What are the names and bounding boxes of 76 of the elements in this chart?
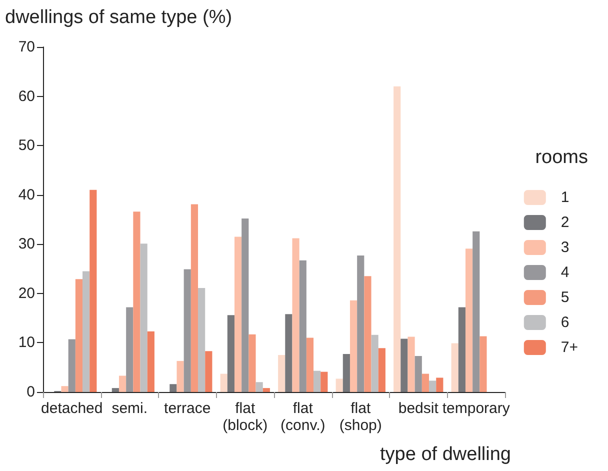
bar bbox=[364, 276, 372, 392]
x-tick-label: terrace bbox=[164, 400, 211, 417]
bar bbox=[118, 376, 126, 392]
bar bbox=[320, 372, 328, 392]
bar bbox=[422, 374, 430, 392]
legend-label: 3 bbox=[560, 239, 570, 256]
y-tick-label: 50 bbox=[18, 137, 35, 154]
bar bbox=[299, 260, 306, 392]
bar bbox=[112, 388, 119, 392]
bar bbox=[234, 236, 242, 392]
bar bbox=[205, 351, 212, 392]
bar bbox=[350, 300, 358, 392]
y-tick-label: 10 bbox=[18, 334, 35, 352]
bar bbox=[262, 388, 270, 392]
x-tick-label: bedsit bbox=[398, 400, 440, 417]
bar bbox=[336, 378, 343, 392]
x-tick-label: flat (shop) bbox=[339, 400, 382, 434]
legend-label: 5 bbox=[560, 289, 570, 306]
x-tick-label: flat (block) bbox=[222, 400, 268, 434]
x-axis-title: type of dwelling bbox=[380, 444, 511, 465]
bar bbox=[285, 314, 292, 392]
bar bbox=[342, 354, 350, 392]
bar bbox=[394, 86, 401, 392]
bar bbox=[133, 212, 140, 392]
bar bbox=[190, 204, 198, 392]
bar bbox=[126, 307, 134, 392]
y-tick-label: 60 bbox=[18, 88, 35, 105]
bar bbox=[68, 339, 76, 392]
y-tick-label: 70 bbox=[18, 38, 35, 56]
bar bbox=[400, 338, 408, 392]
bar bbox=[414, 356, 422, 392]
bar bbox=[82, 271, 90, 392]
bar bbox=[198, 288, 206, 392]
legend-label: 6 bbox=[560, 314, 570, 331]
legend-label: 7+ bbox=[560, 339, 578, 356]
legend-title: rooms bbox=[535, 147, 588, 168]
bar bbox=[140, 244, 148, 392]
y-tick-label: 20 bbox=[18, 284, 35, 302]
bar bbox=[242, 218, 249, 392]
bar bbox=[480, 336, 487, 392]
y-tick-label: 0 bbox=[26, 384, 35, 400]
bar bbox=[176, 360, 184, 392]
bar bbox=[278, 355, 286, 392]
bar bbox=[227, 315, 234, 392]
bar bbox=[220, 374, 228, 392]
x-tick-label: temporary bbox=[442, 400, 510, 417]
bar bbox=[408, 336, 415, 392]
legend-label: 4 bbox=[560, 264, 570, 281]
bar bbox=[292, 238, 300, 392]
y-tick-label: 40 bbox=[18, 186, 35, 204]
bar bbox=[314, 370, 321, 392]
bar bbox=[170, 384, 177, 392]
bar bbox=[306, 338, 314, 392]
bar bbox=[184, 269, 191, 392]
bar bbox=[75, 279, 83, 392]
bar bbox=[458, 307, 466, 392]
bar bbox=[90, 190, 97, 392]
bar bbox=[378, 348, 386, 392]
legend-label: 1 bbox=[560, 189, 570, 206]
bar bbox=[256, 382, 263, 392]
bar bbox=[472, 231, 480, 392]
bar bbox=[436, 378, 444, 392]
bar bbox=[248, 334, 256, 392]
bar bbox=[371, 334, 378, 392]
x-tick-label: semi. bbox=[112, 400, 148, 417]
bar bbox=[429, 380, 436, 392]
bar bbox=[147, 331, 154, 392]
legend-label: 2 bbox=[560, 214, 570, 231]
x-tick-label: flat (conv.) bbox=[280, 400, 326, 434]
y-tick-label: 30 bbox=[18, 236, 35, 253]
y-axis-title: dwellings of same type (%) bbox=[5, 7, 232, 28]
bar bbox=[465, 248, 473, 392]
bar bbox=[451, 343, 458, 392]
bar bbox=[357, 255, 364, 392]
x-tick-label: detached bbox=[41, 400, 103, 417]
bar bbox=[61, 386, 68, 392]
